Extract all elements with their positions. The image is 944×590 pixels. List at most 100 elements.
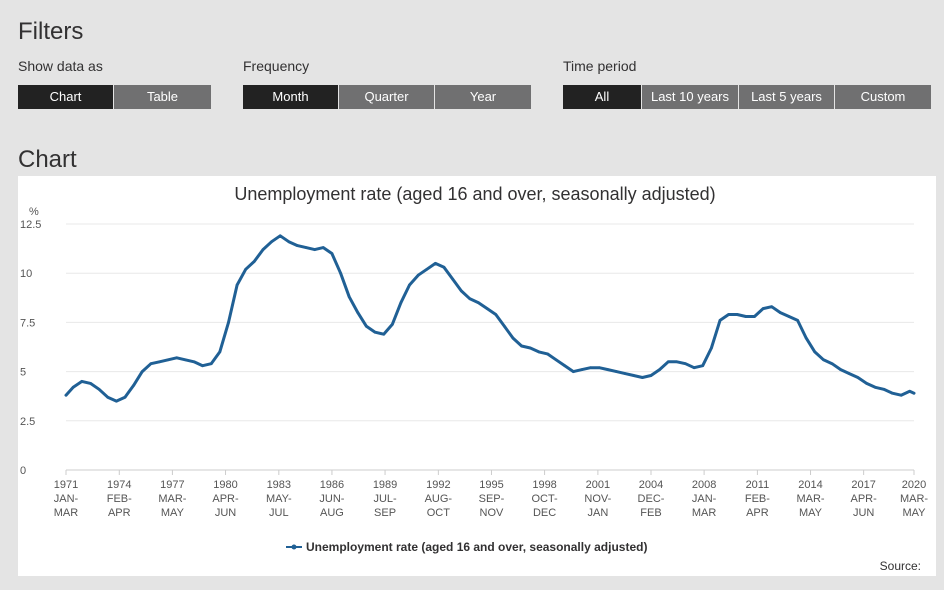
data-point [451,277,455,281]
data-point [830,362,834,365]
data-point [796,319,799,322]
data-point [477,301,480,304]
data-point [753,315,756,318]
frequency-label: Frequency [243,58,310,74]
chart-title: Unemployment rate (aged 16 and over, sea… [234,184,715,204]
data-point [373,330,377,334]
data-point [822,358,825,362]
data-point [546,352,549,356]
data-point [882,388,886,391]
custom-button[interactable]: Custom [835,85,931,109]
data-point [520,344,523,348]
data-point [278,234,282,238]
filters-heading: Filters [18,18,84,45]
data-point [908,390,911,393]
last-10-years-button[interactable]: Last 10 years [642,85,739,109]
data-point [227,321,230,324]
x-tick-label: 1986 JUN-AUG [319,479,344,519]
x-axis: 1971 JAN-MAR 1974 FEB-APR 1977 MAR-MAY 1980 APR… [54,470,928,519]
data-point [632,374,635,377]
data-point [192,360,196,364]
source-label: Source: [880,559,921,573]
x-tick-label: 2014 MAR-MAY [796,479,824,519]
data-point [71,386,75,389]
x-tick-label: 1974 FEB-APR [107,479,132,519]
data-point [865,382,868,385]
data-point [356,311,360,314]
data-point [399,301,403,304]
data-point [123,395,127,399]
data-point [692,366,696,369]
data-point [460,289,463,293]
time-period-group: Time period All Last 10 years Last 5 yea… [563,58,931,109]
data-point [184,358,187,362]
y-tick-label: 10 [20,268,32,280]
data-point [416,273,420,277]
data-point [382,332,386,336]
data-point [503,325,506,328]
month-button[interactable]: Month [243,85,339,109]
chart-panel: Unemployment rate (aged 16 and over, sea… [18,176,936,576]
year-button[interactable]: Year [435,85,531,109]
data-point [839,368,842,371]
data-point [296,244,299,247]
all-button[interactable]: All [563,85,642,109]
data-point [615,370,618,373]
chart-view-button[interactable]: Chart [18,85,114,109]
data-point [554,358,558,362]
data-point [64,393,68,397]
data-point [339,271,342,275]
y-tick-label: 5 [20,367,26,379]
data-point [787,315,791,318]
data-point [175,356,178,360]
data-point [235,283,239,287]
data-point [244,268,247,271]
y-tick-label: 12.5 [20,219,41,231]
data-point [779,311,782,314]
y-tick-label: 7.5 [20,317,35,329]
legend: Unemployment rate (aged 16 and over, sea… [286,540,647,554]
data-point [442,266,446,269]
x-tick-label: 2004 DEC-FEB [638,479,665,519]
data-point [856,376,860,379]
x-tick-label: 1983 MAY-JUL [266,479,292,519]
data-point [89,382,92,385]
data-point [891,391,894,395]
legend-marker [291,544,297,550]
line-chart: Unemployment rate (aged 16 and over, sea… [20,184,928,573]
data-point [710,346,713,350]
data-point [209,362,213,365]
y-tick-label: 0 [20,465,26,477]
time-period-label: Time period [563,58,637,74]
x-tick-label: 1971 JAN-MAR [54,479,79,519]
data-point [330,252,334,255]
legend-label: Unemployment rate (aged 16 and over, sea… [306,540,647,554]
data-point [718,319,722,322]
data-point [140,370,144,373]
x-tick-label: 2017 APR-JUN [851,479,878,519]
last-5-years-button[interactable]: Last 5 years [739,85,835,109]
data-point [580,368,584,371]
data-point [912,391,916,395]
data-point [425,268,429,271]
data-point [606,368,610,371]
quarter-button[interactable]: Quarter [339,85,435,109]
data-point [253,260,256,263]
data-point [80,380,84,383]
series-layer [64,234,916,403]
data-point [270,240,273,243]
gridlines: 0 2.5 5 7.5 10 12.5 [20,219,914,477]
data-point [391,323,394,326]
data-point [158,360,161,364]
table-view-button[interactable]: Table [114,85,211,109]
x-tick-label: 2001 NOV-JAN [584,479,611,519]
data-point [132,384,135,387]
data-point [899,393,903,397]
x-tick-label: 1980 APR-JUN [212,479,239,519]
y-axis-unit: % [29,206,39,218]
data-point [873,386,877,389]
data-point [770,305,773,308]
data-point [744,315,748,318]
data-point [666,360,670,364]
data-point [727,313,730,316]
